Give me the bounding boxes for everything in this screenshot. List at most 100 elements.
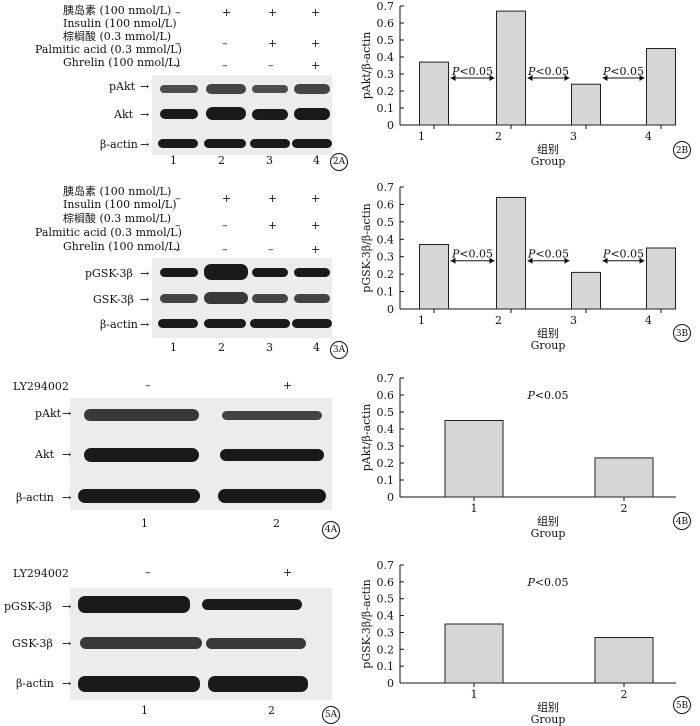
- panel-badge: 5A: [322, 706, 340, 724]
- panel-badge-circle: [673, 324, 691, 342]
- row-label: 胰岛素 (100 nmol/L): [63, 4, 172, 17]
- panel-badge: 3A: [330, 341, 348, 359]
- treatment-sign: +: [268, 219, 278, 232]
- treatment-sign: +: [311, 37, 321, 50]
- x-tick-label: 1: [471, 502, 478, 515]
- band-label: GSK-3β: [12, 637, 53, 650]
- treatment-sign: +: [268, 6, 278, 19]
- x-tick-label: 1: [418, 314, 425, 327]
- arrow-icon: →: [62, 600, 72, 613]
- lane-number: 1: [141, 517, 148, 530]
- y-tick-label: 0: [387, 119, 394, 132]
- row-label: Insulin (100 nmol/L): [63, 17, 177, 30]
- p-value-annotation: P<0.05: [527, 65, 569, 78]
- x-axis-label-en: Group: [531, 155, 566, 168]
- row-label: Ghrelin (100 nmol/L): [63, 56, 180, 69]
- panel-badge: 3B: [676, 329, 689, 339]
- arrow-head: [602, 257, 608, 264]
- p-value-annotation: P<0.05: [602, 65, 644, 78]
- bar: [419, 61, 449, 126]
- x-tick-label: 4: [645, 130, 652, 143]
- lane-number: 4: [313, 341, 320, 354]
- row-label: Insulin (100 nmol/L): [63, 198, 177, 211]
- y-tick-label: 0.6: [377, 198, 395, 211]
- p-value-annotation: P<0.05: [526, 389, 568, 402]
- y-tick-label: 0.3: [377, 68, 395, 81]
- treatment-sign: +: [268, 37, 278, 50]
- x-tick-label: 2: [621, 688, 628, 701]
- y-tick-label: 0.1: [377, 660, 395, 673]
- lane-number: 1: [141, 704, 148, 717]
- y-tick-label: 0.1: [377, 286, 395, 299]
- x-axis-label-en: Group: [531, 713, 566, 726]
- treatment-sign: –: [268, 243, 274, 256]
- panel-badge: 5B: [676, 701, 689, 711]
- y-tick-label: 0.2: [377, 643, 395, 656]
- lane-number: 2: [273, 517, 280, 530]
- treatment-sign: –: [222, 37, 228, 50]
- bar: [496, 196, 526, 310]
- bar: [646, 247, 676, 310]
- lane-number: 1: [170, 341, 177, 354]
- p-value-annotation: P<0.05: [526, 576, 568, 589]
- y-tick-label: 0.3: [377, 251, 395, 264]
- x-tick-label: 1: [418, 130, 425, 143]
- arrow-head: [639, 257, 645, 264]
- p-value-annotation: P<0.05: [451, 65, 493, 78]
- y-tick-label: 0.4: [377, 233, 395, 246]
- band-label: β-actin: [16, 677, 54, 690]
- y-axis-label: pGSK-3β/β-actin: [360, 203, 373, 292]
- x-axis-label: 组别: [537, 142, 559, 156]
- treatment-label: LY294002: [13, 380, 69, 393]
- band-label: Akt: [114, 108, 134, 121]
- treatment-sign: –: [175, 192, 181, 205]
- panel-badge-circle: [673, 512, 691, 530]
- band-label: pGSK-3β: [85, 267, 133, 280]
- y-tick-label: 0.7: [377, 372, 395, 385]
- arrow-icon: →: [140, 138, 150, 151]
- treatment-sign: +: [283, 566, 293, 579]
- arrow-head: [450, 75, 456, 81]
- treatment-sign: –: [222, 59, 228, 72]
- x-tick-label: 4: [645, 314, 652, 327]
- row-label: 棕榈酸 (0.3 mmol/L): [63, 212, 172, 225]
- arrow-head: [489, 75, 495, 81]
- y-tick-label: 0.4: [377, 610, 395, 623]
- arrow-head: [450, 257, 456, 264]
- arrow-head: [564, 75, 570, 81]
- bar: [444, 623, 504, 684]
- y-axis-label: pAkt/β-actin: [360, 404, 373, 472]
- row-label: 棕榈酸 (0.3 mmol/L): [63, 30, 172, 43]
- arrow-head: [527, 257, 533, 264]
- y-tick-label: 0: [387, 677, 394, 690]
- arrow-icon: →: [62, 677, 72, 690]
- lane-number: 3: [266, 341, 273, 354]
- y-tick-label: 0.6: [377, 389, 395, 402]
- x-tick-label: 1: [471, 688, 478, 701]
- row-label: 胰岛素 (100 nmol/L): [63, 185, 172, 198]
- bar: [646, 48, 676, 126]
- treatment-sign: +: [222, 6, 232, 19]
- treatment-sign: –: [175, 243, 181, 256]
- treatment-label: LY294002: [13, 567, 69, 580]
- band-label: pGSK-3β: [4, 600, 52, 613]
- y-tick-label: 0: [387, 491, 394, 504]
- treatment-sign: +: [222, 192, 232, 205]
- y-tick-label: 0.1: [377, 102, 395, 115]
- arrow-icon: →: [140, 293, 150, 306]
- treatment-sign: –: [175, 37, 181, 50]
- x-axis-label-en: Group: [531, 527, 566, 540]
- p-value-annotation: P<0.05: [602, 248, 644, 261]
- y-tick-label: 0.7: [377, 181, 395, 194]
- treatment-sign: –: [175, 6, 181, 19]
- treatment-sign: –: [175, 59, 181, 72]
- x-tick-label: 2: [495, 130, 502, 143]
- arrow-icon: →: [62, 637, 72, 650]
- bar: [444, 420, 504, 498]
- y-tick-label: 0.6: [377, 17, 395, 30]
- western-blot-image: [70, 588, 332, 700]
- y-tick-label: 0.4: [377, 51, 395, 64]
- row-label: Palmitic acid (0.3 mmol/L): [35, 43, 182, 56]
